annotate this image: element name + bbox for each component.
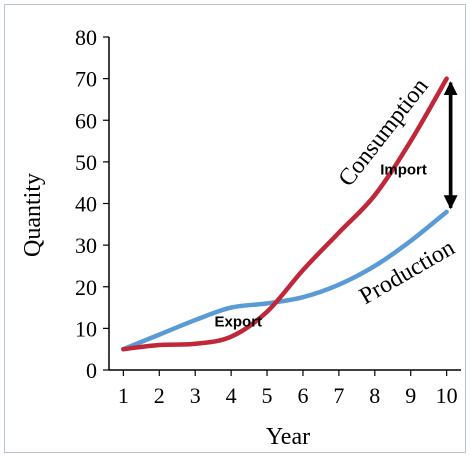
x-tick-label: 5	[262, 383, 273, 408]
y-tick-label: 10	[75, 316, 97, 341]
series-line-consumption	[121, 76, 449, 352]
x-axis-label: Year	[266, 424, 310, 450]
y-tick-label: 0	[86, 358, 97, 383]
y-tick-label: 80	[75, 25, 97, 50]
series-lines	[121, 76, 449, 352]
x-tick-label: 9	[405, 383, 416, 408]
y-tick-label: 30	[75, 233, 97, 258]
y-tick-label: 40	[75, 192, 97, 217]
y-tick-label: 70	[75, 67, 97, 92]
y-axis-label: Quantity	[20, 173, 46, 257]
y-tick-label: 50	[75, 150, 97, 175]
x-tick-label: 3	[190, 383, 201, 408]
y-tick-label: 20	[75, 275, 97, 300]
x-tick-label: 7	[333, 383, 344, 408]
x-tick-label: 10	[436, 383, 458, 408]
x-tick-label: 2	[154, 383, 165, 408]
annotation-import: Import	[380, 161, 427, 178]
x-tick-label: 1	[118, 383, 129, 408]
x-tick-label: 4	[226, 383, 237, 408]
chart-frame	[4, 4, 466, 453]
x-tick-label: 6	[297, 383, 308, 408]
annotation-export: Export	[215, 313, 263, 330]
x-tick-label: 8	[369, 383, 380, 408]
x-ticks: 1 2 3 4 5 6 7 8 9 10	[118, 370, 458, 408]
y-tick-label: 60	[75, 108, 97, 133]
y-ticks: 0 10 20 30 40 50 60 70 80	[75, 25, 109, 383]
series-line-production	[121, 209, 449, 352]
